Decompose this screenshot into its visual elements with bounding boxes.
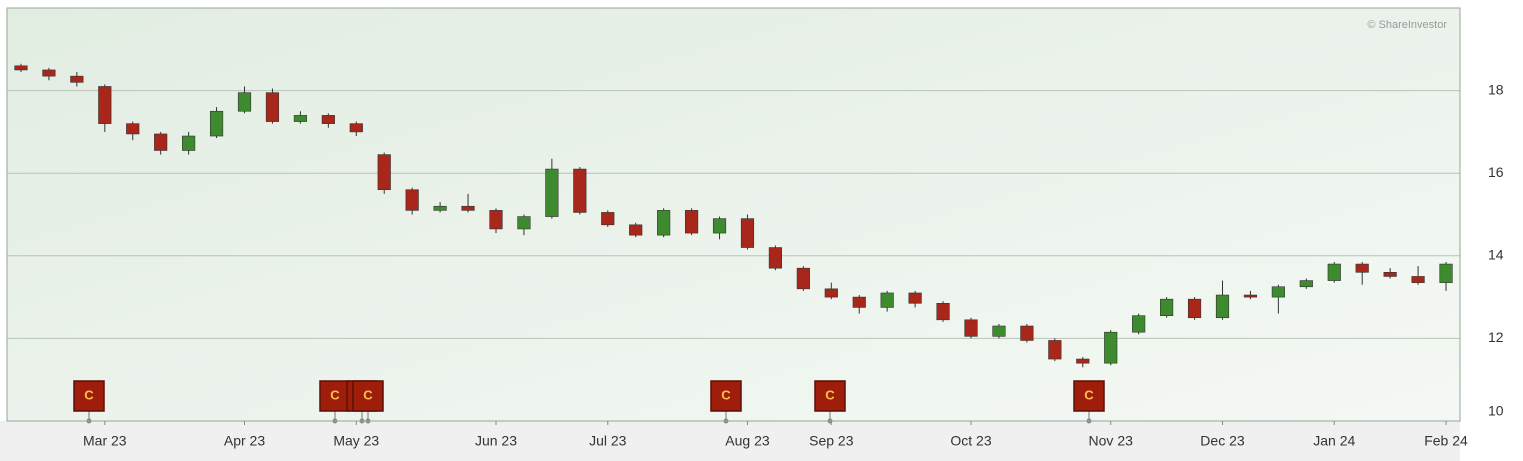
candle-body: [740, 218, 755, 248]
event-marker: [1073, 380, 1105, 412]
candle-body: [629, 224, 643, 236]
candle-body: [684, 210, 699, 234]
plot-area: [7, 8, 1460, 421]
candle-body: [824, 288, 838, 298]
candle-body: [154, 133, 168, 151]
event-label: C: [330, 387, 340, 402]
candle-body: [433, 205, 447, 211]
candle-body: [489, 210, 503, 230]
plot-border: [6, 7, 1461, 422]
x-tick-label: Apr 23: [224, 433, 265, 449]
candle-body: [293, 115, 307, 122]
x-tick-label: Jan 24: [1313, 433, 1355, 449]
event-label: C: [721, 387, 731, 402]
candle-body: [126, 123, 140, 135]
x-tick-label: Aug 23: [725, 433, 770, 449]
event-marker: [814, 380, 846, 412]
candle-body: [992, 325, 1006, 337]
candle-body: [1104, 331, 1118, 364]
candle-body: [517, 216, 531, 230]
candle-body: [377, 154, 391, 191]
candle-body: [405, 189, 419, 211]
y-tick-label: 16: [1488, 164, 1504, 180]
candle-body: [1299, 280, 1313, 288]
candle-body: [1160, 298, 1174, 316]
candle-body: [1355, 263, 1369, 273]
candle-body: [880, 292, 894, 308]
candle-body: [1076, 358, 1090, 364]
candle-body: [545, 168, 559, 217]
candle-body: [1020, 325, 1034, 341]
x-axis-band: [0, 421, 1460, 461]
candle-body: [1439, 263, 1453, 283]
candle-body: [1132, 315, 1146, 333]
candle-body: [796, 267, 810, 290]
x-tick-label: Nov 23: [1089, 433, 1134, 449]
candle-body: [936, 302, 950, 321]
candle-body: [321, 115, 335, 124]
event-marker: [710, 380, 742, 412]
x-tick-label: Jun 23: [475, 433, 517, 449]
candle-body: [964, 319, 978, 337]
candle-body: [1383, 272, 1397, 277]
y-tick-label: 10: [1488, 403, 1504, 419]
event-label: C: [1084, 387, 1094, 402]
candle-body: [70, 75, 84, 83]
candle-body: [657, 210, 671, 236]
candle-body: [1271, 286, 1285, 298]
candle-body: [852, 296, 866, 308]
candle-body: [1243, 294, 1258, 298]
event-marker: [352, 380, 384, 412]
candle-body: [349, 123, 363, 133]
x-tick-label: Oct 23: [950, 433, 991, 449]
event-label: C: [84, 387, 94, 402]
y-tick-label: 18: [1488, 81, 1504, 97]
candle-body: [573, 168, 587, 213]
candle-body: [712, 218, 727, 234]
candle-body: [1411, 276, 1425, 283]
candle-body: [182, 135, 196, 151]
x-tick-label: Jul 23: [589, 433, 627, 449]
x-tick-label: Feb 24: [1424, 433, 1468, 449]
x-tick-label: Dec 23: [1200, 433, 1245, 449]
candle-body: [1048, 340, 1062, 360]
x-tick-label: May 23: [333, 433, 379, 449]
candle-body: [768, 247, 783, 269]
candle-body: [1187, 298, 1202, 319]
event-marker: [73, 380, 105, 412]
candle-body: [1327, 263, 1341, 281]
candle-body: [601, 212, 615, 226]
candle-body: [14, 65, 28, 71]
y-tick-label: 12: [1488, 329, 1504, 345]
x-tick-label: Sep 23: [809, 433, 854, 449]
watermark: © ShareInvestor: [1367, 19, 1447, 31]
event-label: C: [363, 387, 373, 402]
candle-body: [908, 292, 922, 304]
candle-body: [42, 69, 56, 77]
candle-body: [1215, 294, 1230, 319]
candle-body: [98, 86, 112, 124]
x-tick-label: Mar 23: [83, 433, 127, 449]
candle-body: [461, 205, 475, 211]
candle-body: [265, 92, 280, 122]
candle-body: [237, 92, 252, 112]
event-label: C: [825, 387, 835, 402]
candle-body: [209, 110, 224, 137]
y-tick-label: 14: [1488, 247, 1504, 263]
